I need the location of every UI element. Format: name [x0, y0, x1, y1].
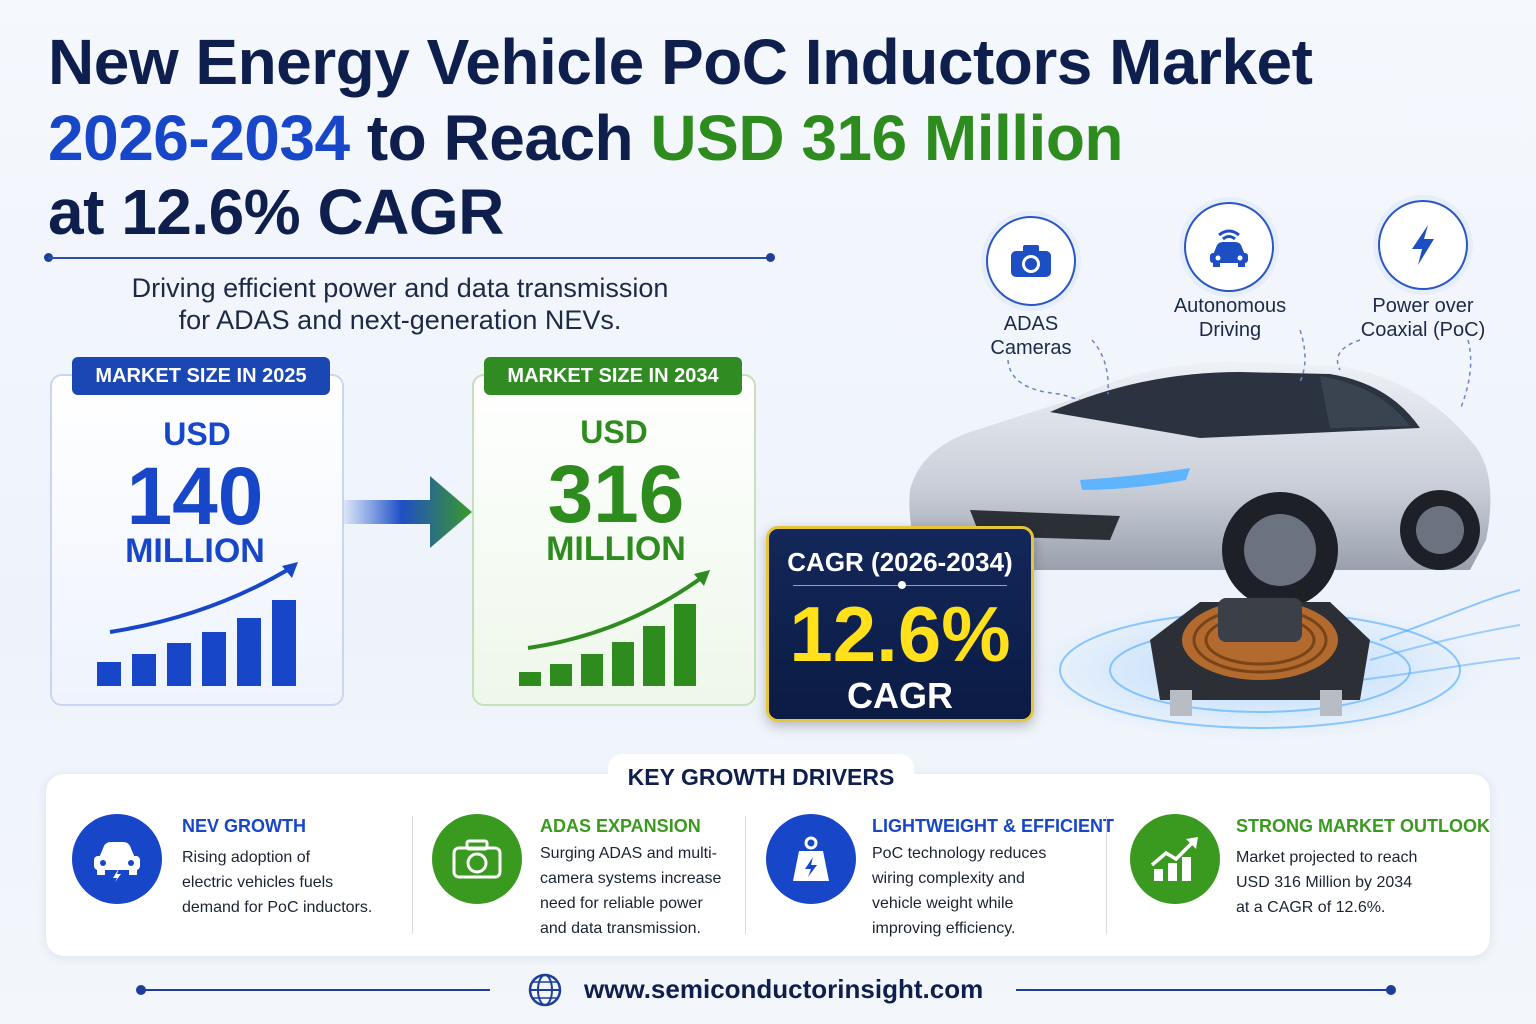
driver-outlook-text: Market projected to reach USD 316 Millio… — [1236, 845, 1466, 920]
footer-rule-dot-right — [1386, 985, 1396, 995]
driver-separator — [745, 816, 746, 934]
drivers-title-tab — [608, 754, 914, 810]
driver-outlook-line: USD 316 Million by 2034 — [1236, 874, 1413, 891]
market-2034-label: MARKET SIZE IN 2034 — [484, 357, 742, 395]
subtitle: Driving efficient power and data transmi… — [60, 272, 740, 336]
title-rule — [48, 257, 774, 259]
title-years: 2026-2034 — [48, 102, 350, 174]
feature-adas-line-2: Cameras — [990, 337, 1072, 359]
market-2034-value: 316 — [547, 449, 685, 540]
driver-outlook-line: at a CAGR of 12.6%. — [1236, 899, 1386, 916]
cagr-unit: CAGR — [847, 675, 953, 716]
feature-label-adas: ADAS Cameras — [966, 312, 1096, 360]
page-title-line-2: 2026-2034 to Reach USD 316 Million — [48, 106, 1123, 170]
driver-adas-line: and data transmission. — [540, 920, 701, 937]
feature-adas-line-1: ADAS — [1003, 313, 1059, 335]
cagr-card: CAGR (2026-2034) 12.6% CAGR — [766, 526, 1034, 722]
ev-car-icon — [94, 842, 140, 882]
title-mid: to Reach — [349, 102, 651, 174]
driver-adas-line: Surging ADAS and multi- — [540, 845, 717, 862]
driver-lightweight-line: improving efficiency. — [872, 920, 1016, 937]
subtitle-line-2: for ADAS and next-generation NEVs. — [178, 305, 622, 335]
market-2025-unit: MILLION — [125, 532, 265, 570]
driver-nev-circle — [72, 814, 162, 904]
market-2034-unit: MILLION — [546, 530, 686, 568]
driver-lightweight-line: wiring complexity and — [872, 870, 1025, 887]
growth-bars-green-icon — [519, 570, 710, 686]
driver-outlook-line: Market projected to reach — [1236, 849, 1418, 866]
growth-bars-blue-icon — [97, 562, 298, 686]
lightning-icon — [1412, 225, 1434, 265]
page-title-line-3: at 12.6% CAGR — [48, 176, 504, 248]
driver-nev-line: demand for PoC inductors. — [182, 899, 373, 916]
footer-rule-left — [140, 989, 490, 991]
driver-lightweight-circle — [766, 814, 856, 904]
feature-camera-circle — [986, 216, 1076, 306]
market-2025-card: USD 140 MILLION — [50, 374, 344, 706]
driver-nev-text: Rising adoption of electric vehicles fue… — [182, 845, 392, 920]
feature-connectors — [1007, 330, 1472, 411]
camera-icon — [452, 839, 502, 879]
driver-outlook-circle — [1130, 814, 1220, 904]
globe-icon — [528, 973, 562, 1007]
market-2034-card: USD 316 MILLION — [472, 374, 756, 706]
page-title-line-1: New Energy Vehicle PoC Inductors Market — [48, 26, 1313, 98]
weight-icon — [793, 836, 829, 881]
driver-nev-line: Rising adoption of — [182, 849, 311, 866]
cagr-rule-dot — [898, 581, 906, 589]
driver-adas-heading: ADAS EXPANSION — [540, 816, 701, 836]
feature-autonomous-circle — [1184, 202, 1274, 292]
driver-adas-line: camera systems increase — [540, 870, 722, 887]
driver-adas-circle — [432, 814, 522, 904]
driver-nev-line: electric vehicles fuels — [182, 874, 334, 891]
cagr-label: CAGR (2026-2034) — [787, 547, 1013, 577]
feature-label-autonomous: Autonomous Driving — [1160, 294, 1300, 342]
growth-chart-icon — [1150, 837, 1198, 881]
driver-adas-text: Surging ADAS and multi- camera systems i… — [540, 841, 740, 941]
title-rule-dot-right — [766, 253, 775, 262]
electric-car-illustration — [909, 361, 1520, 740]
website-link[interactable]: www.semiconductorinsight.com — [584, 974, 984, 1004]
growth-arrow-icon — [344, 476, 472, 548]
market-2034-currency: USD — [580, 414, 648, 450]
autonomous-car-icon — [1210, 229, 1248, 267]
camera-icon — [1011, 245, 1051, 277]
driver-separator — [1106, 816, 1107, 934]
driver-lightweight-text: PoC technology reduces wiring complexity… — [872, 841, 1092, 941]
feature-autonomous-line-1: Autonomous — [1173, 295, 1287, 317]
feature-poc-line-2: Coaxial (PoC) — [1360, 319, 1486, 341]
market-2025-currency: USD — [163, 416, 231, 452]
driver-adas-line: need for reliable power — [540, 895, 703, 912]
title-value: USD 316 Million — [650, 102, 1123, 174]
feature-poc-circle — [1378, 200, 1468, 290]
feature-label-poc: Power over Coaxial (PoC) — [1340, 294, 1506, 342]
market-2025-value: 140 — [126, 451, 264, 542]
feature-poc-line-1: Power over — [1372, 295, 1474, 317]
driver-lightweight-line: vehicle weight while — [872, 895, 1014, 912]
footer-rule-right — [1016, 989, 1390, 991]
driver-outlook-heading: STRONG MARKET OUTLOOK — [1236, 816, 1490, 836]
driver-separator — [412, 816, 413, 934]
driver-nev-heading: NEV GROWTH — [182, 816, 306, 836]
cagr-value: 12.6% — [789, 590, 1011, 678]
market-2025-label: MARKET SIZE IN 2025 — [72, 357, 330, 395]
feature-autonomous-line-2: Driving — [1198, 319, 1262, 341]
driver-lightweight-line: PoC technology reduces — [872, 845, 1047, 862]
drivers-title: KEY GROWTH DRIVERS — [627, 764, 895, 790]
driver-lightweight-heading: LIGHTWEIGHT & EFFICIENT — [872, 816, 1114, 836]
subtitle-line-1: Driving efficient power and data transmi… — [131, 273, 669, 303]
